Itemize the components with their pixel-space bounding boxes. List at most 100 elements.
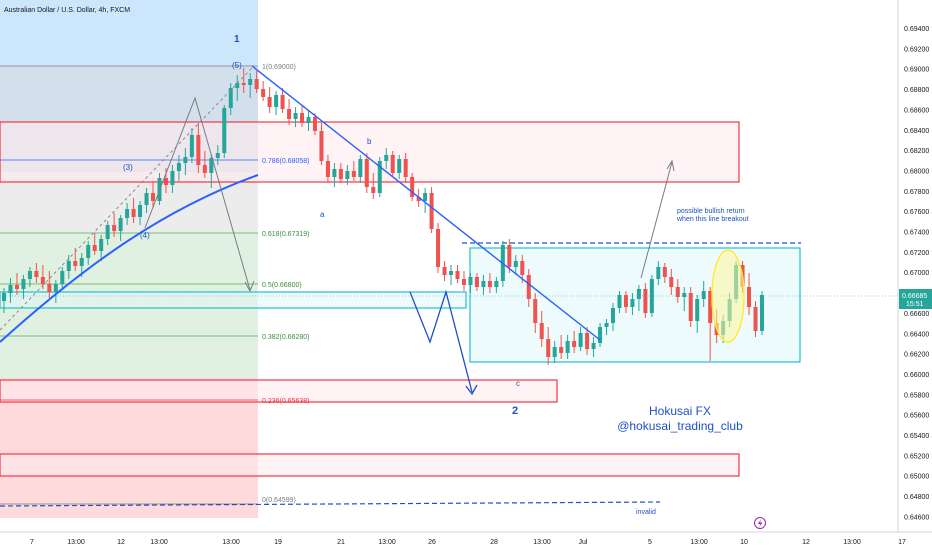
time-tick-label: 13:00 bbox=[67, 539, 85, 546]
wave-label-4: (4) bbox=[140, 231, 150, 240]
fib-label-0786: 0.786(0.68058) bbox=[262, 158, 309, 165]
candle-body bbox=[656, 267, 661, 279]
candle-body bbox=[92, 245, 97, 251]
brand-name: Hokusai FX bbox=[649, 404, 711, 418]
demand-box bbox=[0, 291, 467, 309]
candle-body bbox=[747, 287, 752, 307]
candle-body bbox=[416, 197, 421, 201]
candle-body bbox=[552, 347, 557, 357]
candle-body bbox=[151, 193, 156, 201]
time-axis-labels: 7 13:00 12 13:00 13:00 19 21 13:00 26 28 13:00 Jul 5… bbox=[30, 539, 906, 546]
price-tick-label: 0.68200 bbox=[904, 148, 929, 155]
price-tick-label: 0.69200 bbox=[904, 46, 929, 53]
candle-body bbox=[1, 293, 7, 301]
candle-body bbox=[623, 295, 628, 307]
candle-body bbox=[695, 299, 700, 321]
price-tick-label: 0.68000 bbox=[904, 168, 929, 175]
candle-body bbox=[332, 169, 337, 177]
resistance-box-upper bbox=[0, 121, 740, 183]
candle-body bbox=[539, 323, 544, 339]
candle-body bbox=[14, 285, 19, 289]
time-tick-label: 13:00 bbox=[533, 539, 551, 546]
price-axis[interactable]: 0.69400 0.69200 0.69000 0.68800 0.68600 0.684… bbox=[897, 0, 932, 550]
highlight-ellipse bbox=[711, 249, 745, 343]
candle-body bbox=[701, 291, 706, 299]
wave-label-1: 1 bbox=[234, 34, 240, 45]
wave-label-2: 2 bbox=[512, 405, 518, 417]
candle-body bbox=[559, 347, 564, 353]
time-tick-label: 17 bbox=[898, 539, 906, 546]
candle-body bbox=[358, 159, 363, 177]
candle-body bbox=[209, 158, 214, 173]
candle-body bbox=[481, 281, 486, 287]
fib-label-0236: 0.236(0.65638) bbox=[262, 398, 309, 405]
candle-body bbox=[34, 271, 39, 277]
candle-body bbox=[300, 113, 305, 123]
candle-body bbox=[261, 89, 266, 97]
projection-zigzag-grey bbox=[144, 96, 251, 291]
candle-body bbox=[604, 323, 609, 327]
current-price-value: 0.66685 bbox=[902, 293, 927, 300]
time-tick-label: 13:00 bbox=[222, 539, 240, 546]
price-tick-label: 0.67400 bbox=[904, 230, 929, 237]
chart-title: Australian Dollar / U.S. Dollar, 4h, FXC… bbox=[4, 7, 130, 14]
wave-label-a: a bbox=[320, 210, 325, 219]
candle-body bbox=[371, 187, 376, 193]
candle-body bbox=[598, 327, 603, 343]
candle-body bbox=[610, 308, 615, 323]
candle-body bbox=[40, 277, 45, 284]
candle-body bbox=[112, 225, 117, 231]
time-tick-label: 13:00 bbox=[150, 539, 168, 546]
projection-zigzag-blue bbox=[409, 289, 473, 393]
candle-body bbox=[319, 131, 324, 161]
candle-body bbox=[753, 307, 758, 331]
candle-body bbox=[449, 271, 454, 275]
time-tick-label: 13:00 bbox=[843, 539, 861, 546]
candle-body bbox=[60, 271, 65, 284]
wave-label-5: (5) bbox=[232, 61, 242, 70]
candle-body bbox=[662, 267, 667, 277]
candle-body bbox=[144, 193, 149, 205]
candle-body bbox=[533, 299, 538, 323]
time-axis[interactable]: 7 13:00 12 13:00 13:00 19 21 13:00 26 28 13:00 Jul 5… bbox=[0, 531, 932, 550]
bullish-return-text-line2: when this line breakout bbox=[676, 216, 749, 223]
projection-arrowhead-grey bbox=[244, 280, 255, 293]
trend-channel-dashed bbox=[0, 67, 253, 331]
price-tick-label: 0.67200 bbox=[904, 250, 929, 257]
price-tick-label: 0.66200 bbox=[904, 352, 929, 359]
candle-body bbox=[403, 159, 408, 177]
candle-body bbox=[591, 343, 596, 349]
price-tick-label: 0.66400 bbox=[904, 331, 929, 338]
price-tick-label: 0.66600 bbox=[904, 311, 929, 318]
candle-body bbox=[131, 209, 136, 217]
candle-body bbox=[280, 95, 285, 109]
candle-body bbox=[468, 277, 473, 285]
candle-body bbox=[565, 341, 570, 353]
candle-body bbox=[215, 153, 220, 158]
price-tick-label: 0.65000 bbox=[904, 474, 929, 481]
candle-body bbox=[675, 287, 680, 297]
candle-body bbox=[617, 295, 622, 308]
candle-body bbox=[384, 155, 389, 161]
fib-label-05: 0.5(0.66800) bbox=[262, 282, 302, 289]
lightning-icon[interactable] bbox=[754, 517, 766, 529]
candle-body bbox=[682, 293, 687, 297]
candle-body bbox=[254, 79, 259, 89]
time-tick-label: 10 bbox=[740, 539, 748, 546]
candle-body bbox=[228, 88, 233, 108]
invalid-label: invalid bbox=[636, 509, 656, 516]
support-box-lower bbox=[0, 379, 558, 403]
candle-body bbox=[267, 97, 272, 107]
candle-body bbox=[27, 271, 32, 279]
candle-body bbox=[189, 135, 194, 157]
current-price-countdown: 15:51 bbox=[906, 301, 924, 308]
candle-body bbox=[293, 113, 298, 119]
candle-body bbox=[248, 79, 253, 85]
time-tick-label: 28 bbox=[490, 539, 498, 546]
support-box-bottom bbox=[0, 453, 740, 477]
candle-body bbox=[520, 261, 525, 275]
price-tick-label: 0.67800 bbox=[904, 189, 929, 196]
candle-body bbox=[306, 117, 311, 123]
candle-body bbox=[345, 171, 350, 179]
